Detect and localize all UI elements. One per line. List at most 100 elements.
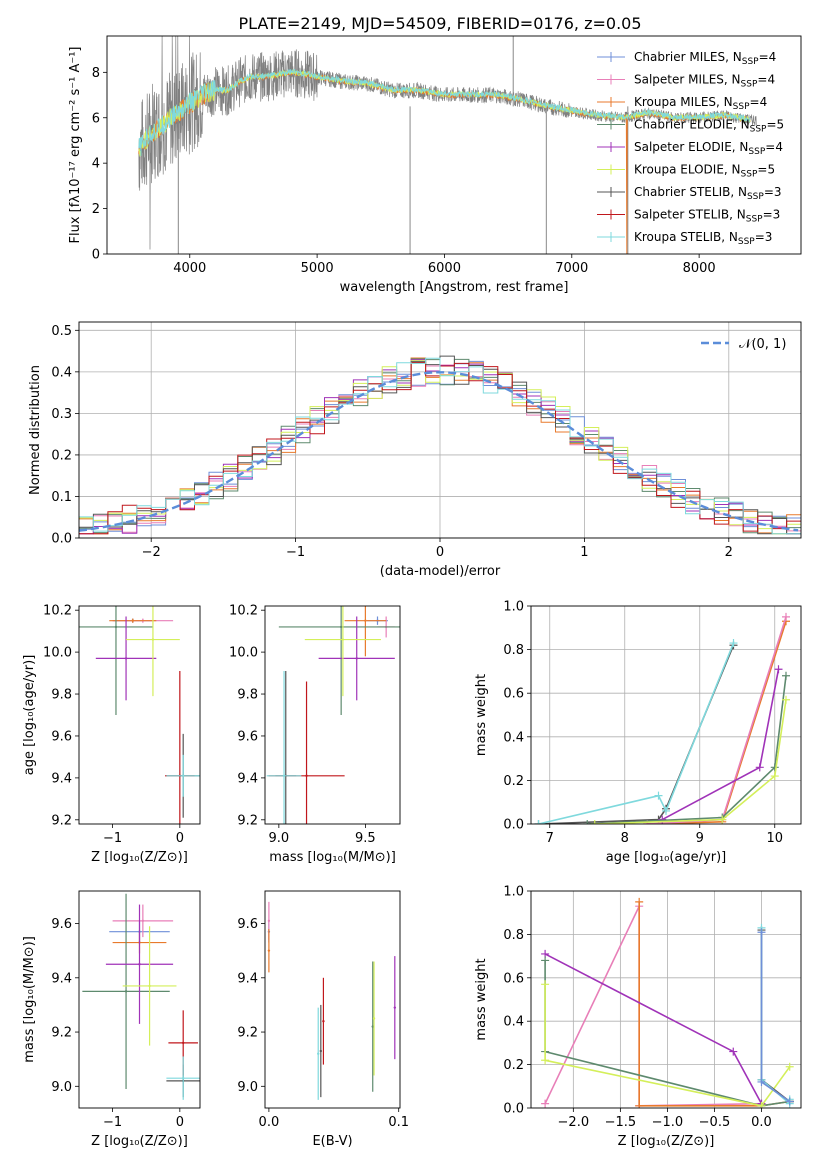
x-tick-label: 0.1 (388, 1115, 409, 1130)
legend-text: Chabrier ELODIE, N (634, 118, 750, 132)
plus-marker (782, 612, 790, 621)
y-axis-label: Normed distribution (28, 365, 43, 495)
residual-histogram (79, 357, 801, 535)
y-tick-label: 0.8 (503, 643, 524, 658)
x-tick-label: 0 (176, 831, 184, 846)
mass-weight-line (544, 984, 791, 1107)
data-point (151, 638, 155, 641)
y-tick-label: 9.6 (237, 729, 258, 744)
y-tick-label: 9.0 (51, 1080, 72, 1095)
axes-age_vs_Z: −1 0 9.2 9.4 9.6 9.8 10.0 10.2 Z [log₁₀(Z/Z⊙)] ag… (22, 604, 201, 865)
y-tick-label: 9.2 (237, 1026, 258, 1041)
axes-frame (106, 35, 802, 255)
data-point (282, 774, 286, 777)
y-tick-label: 9.0 (237, 1080, 258, 1095)
plus-marker (785, 1097, 794, 1106)
x-tick-label: −1 (286, 545, 305, 560)
y-tick-label: 9.2 (51, 1026, 72, 1041)
legend-text: Kroupa MILES, N (634, 95, 733, 109)
legend-text: Kroupa STELIB, N (634, 230, 738, 244)
mass-weight-line (760, 930, 791, 1103)
axes-mass_vs_Z: −1 0 9.0 9.2 9.4 9.6 Z [log₁₀(Z/Z⊙)] mass [log₁… (22, 890, 201, 1149)
plus-marker (757, 928, 766, 937)
x-tick-label: −1.5 (605, 1115, 637, 1130)
x-tick-label: 9 (696, 831, 704, 846)
legend-label: Chabrier STELIB, NSSP=3 (634, 185, 782, 202)
data-point (355, 657, 358, 660)
plus-marker (774, 665, 783, 674)
axes-frame (530, 890, 802, 1109)
legend-text: Salpeter ELODIE, N (634, 140, 748, 154)
y-tick-label: 0.4 (503, 1015, 524, 1030)
mass-weight-line (594, 699, 787, 824)
x-tick-label: −0.5 (699, 1115, 731, 1130)
y-tick-label: 0.0 (503, 1102, 524, 1117)
axes-massweight_vs_age: 7 8 9 10 0.0 0.2 0.4 0.6 0.8 1.0 age [log₁₀(age/yr… (474, 600, 802, 865)
y-tick-label: 0.8 (503, 928, 524, 943)
y-tick-label: 10.0 (229, 646, 258, 661)
data-point (267, 949, 271, 952)
plus-marker (541, 1056, 550, 1065)
y-tick-label: 9.6 (51, 729, 72, 744)
y-tick-label: 0 (92, 248, 100, 263)
x-tick-label: 8 (621, 831, 629, 846)
legend-count: =3 (763, 208, 781, 222)
legend-label: 𝒩(0, 1) (739, 337, 786, 352)
legend-subscript: SSP (750, 125, 767, 135)
plus-marker (757, 1101, 766, 1108)
x-tick-label: 0.0 (259, 1115, 280, 1130)
plus-marker (541, 980, 550, 989)
y-axis-label: mass [log₁₀(M/M⊙)] (22, 936, 37, 1063)
y-tick-label: 1.0 (503, 885, 524, 900)
x-axis-label: wavelength [Angstrom, rest frame] (340, 280, 569, 295)
data-point (322, 1020, 325, 1023)
y-tick-label: 9.4 (237, 971, 258, 986)
plus-marker (785, 1062, 794, 1071)
y-tick-label: 9.4 (51, 971, 72, 986)
plus-marker (757, 1077, 766, 1086)
data-point (372, 1017, 376, 1020)
x-tick-label: 0 (176, 1115, 184, 1130)
legend-subscript: SSP (738, 237, 755, 247)
plus-marker (770, 772, 779, 781)
x-axis-label: E(B-V) (312, 1134, 352, 1149)
y-tick-label: 0.5 (51, 324, 72, 339)
mass-weight-line (544, 905, 762, 1107)
x-tick-label: 9.0 (269, 831, 290, 846)
model-spectrum (138, 68, 751, 157)
data-point (305, 774, 308, 777)
plus-marker (541, 956, 550, 965)
plus-marker (729, 639, 738, 648)
axes-frame (78, 890, 201, 1109)
axes-age_vs_mass: 9.0 9.5 9.2 9.4 9.6 9.8 10.0 10.2 mass [log₁₀(M/… (229, 604, 401, 865)
x-tick-label: 8000 (683, 261, 716, 276)
y-tick-label: 10.2 (43, 604, 72, 619)
plus-marker (635, 897, 644, 906)
y-axis-label: age [log₁₀(age/yr)] (22, 655, 37, 776)
x-tick-label: 9.5 (355, 831, 376, 846)
legend-subscript: SSP (733, 102, 750, 112)
x-axis-label: mass [log₁₀(M/M⊙)] (269, 850, 396, 865)
axes-frame (78, 321, 802, 539)
mass-weight-line (661, 669, 780, 821)
x-tick-label: 4000 (173, 261, 206, 276)
y-tick-label: 0.0 (503, 818, 524, 833)
y-tick-label: 0.1 (51, 490, 72, 505)
legend-count: =5 (766, 118, 784, 132)
y-tick-label: 9.2 (51, 813, 72, 828)
y-tick-label: 0.4 (503, 730, 524, 745)
legend-text: Chabrier MILES, N (634, 50, 742, 64)
plot-area (267, 901, 397, 1100)
legend-subscript: SSP (746, 215, 763, 225)
data-point (141, 919, 145, 923)
data-point (181, 1076, 185, 1080)
data-point (267, 919, 271, 923)
axes-mass_vs_ebv: 0.0 0.1 9.0 9.2 9.4 9.6 E(B-V) (237, 890, 409, 1149)
y-tick-label: 6 (92, 111, 100, 126)
y-tick-label: 0.2 (503, 774, 524, 789)
x-tick-label: 2 (725, 545, 733, 560)
mass-weight-line (538, 642, 735, 824)
plus-marker (635, 1101, 644, 1108)
plus-marker (534, 820, 543, 824)
axes-massweight_vs_Z: −2.0 −1.5 −1.0 −0.5 0.0 0.0 0.2 0.4 0.6 0.8 1.0 Z [… (474, 885, 802, 1149)
